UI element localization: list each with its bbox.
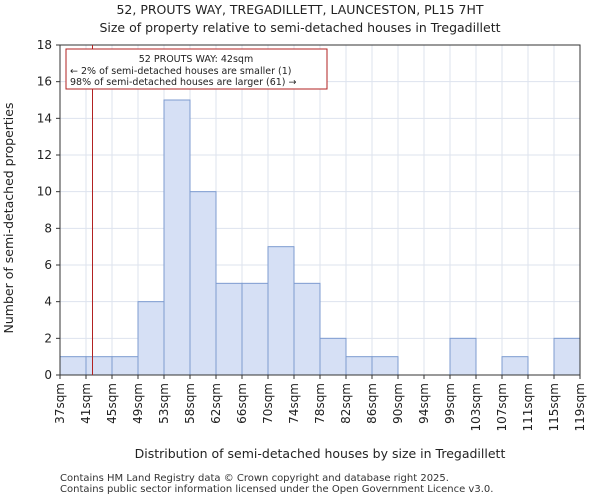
x-axis-ticks: 37sqm 41sqm 45sqm 49sqm 53sqm 58sqm 62sqm 66sqm… <box>53 375 587 431</box>
x-tick-label: 37sqm <box>53 383 67 424</box>
y-tick-label: 6 <box>44 258 52 272</box>
x-tick-label: 86sqm <box>365 383 379 424</box>
y-tick-label: 14 <box>37 111 52 125</box>
x-tick-label: 82sqm <box>339 383 353 424</box>
footer-line-1: Contains HM Land Registry data © Crown c… <box>60 473 449 484</box>
x-tick-label: 94sqm <box>417 383 431 424</box>
x-tick-label: 111sqm <box>521 383 535 431</box>
x-tick-label: 41sqm <box>79 383 93 424</box>
chart-title: 52, PROUTS WAY, TREGADILLETT, LAUNCESTON… <box>116 2 484 17</box>
histogram-bar <box>293 282 321 376</box>
y-axis-ticks: 0 2 4 6 8 10 12 14 16 18 <box>37 38 60 382</box>
x-tick-label: 53sqm <box>157 383 171 424</box>
x-tick-label: 78sqm <box>313 383 327 424</box>
histogram-bar <box>371 356 399 376</box>
histogram-bar <box>345 356 373 376</box>
annotation-larger: 98% of semi-detached houses are larger (… <box>70 77 297 88</box>
x-tick-label: 99sqm <box>443 383 457 424</box>
histogram-bar <box>111 356 139 376</box>
y-axis-label: Number of semi-detached properties <box>1 103 16 334</box>
histogram-bar <box>449 337 477 376</box>
x-tick-label: 49sqm <box>131 383 145 424</box>
histogram-bar <box>163 99 191 376</box>
y-tick-label: 18 <box>37 38 52 52</box>
x-axis-label: Distribution of semi-detached houses by … <box>135 446 506 461</box>
annotation-smaller: ← 2% of semi-detached houses are smaller… <box>70 66 291 77</box>
x-tick-label: 70sqm <box>261 383 275 424</box>
y-tick-label: 2 <box>44 331 52 345</box>
histogram-bar <box>501 356 529 376</box>
x-tick-label: 90sqm <box>391 383 405 424</box>
x-tick-label: 62sqm <box>209 383 223 424</box>
x-tick-label: 115sqm <box>547 383 561 431</box>
histogram-bar <box>137 301 165 376</box>
histogram-bar <box>319 337 347 376</box>
annotation-box <box>65 48 328 90</box>
x-tick-label: 45sqm <box>105 383 119 424</box>
histogram-bar <box>85 356 113 376</box>
annotation-title: 52 PROUTS WAY: 42sqm <box>139 54 253 65</box>
y-tick-label: 16 <box>37 75 52 89</box>
histogram-bar <box>189 191 217 376</box>
y-tick-label: 10 <box>37 185 52 199</box>
x-tick-label: 74sqm <box>287 383 301 424</box>
histogram-bar <box>553 337 581 376</box>
histogram-bar <box>215 282 243 376</box>
x-tick-label: 66sqm <box>235 383 249 424</box>
x-tick-label: 58sqm <box>183 383 197 424</box>
y-tick-label: 12 <box>37 148 52 162</box>
y-tick-label: 4 <box>44 295 52 309</box>
footer-line-2: Contains public sector information licen… <box>60 484 494 495</box>
x-tick-label: 107sqm <box>495 383 509 431</box>
histogram-bar <box>59 356 87 376</box>
histogram-bar <box>241 282 269 376</box>
histogram-bar <box>267 246 295 376</box>
x-tick-label: 119sqm <box>573 383 587 431</box>
property-annotation: 52 PROUTS WAY: 42sqm ← 2% of semi-detach… <box>65 48 328 90</box>
y-tick-label: 8 <box>44 221 52 235</box>
y-tick-label: 0 <box>44 368 52 382</box>
chart-subtitle: Size of property relative to semi-detach… <box>99 20 501 35</box>
x-tick-label: 103sqm <box>469 383 483 431</box>
